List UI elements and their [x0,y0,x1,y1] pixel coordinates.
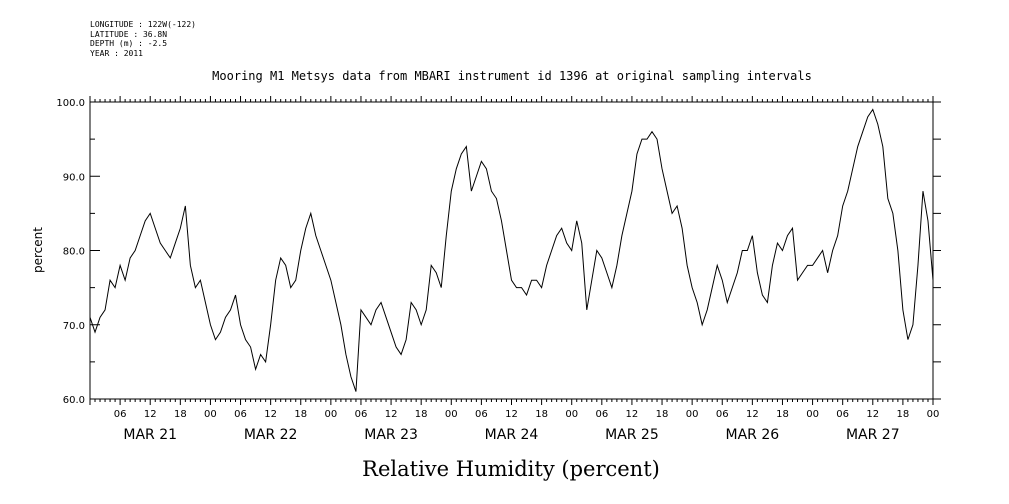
metadata-block: LONGITUDE : 122W(-122) LATITUDE : 36.8N … [90,20,196,58]
x-tick-label: 06 [836,409,849,420]
x-tick-label: 12 [866,409,879,420]
x-tick-label: 12 [144,409,157,420]
x-tick-label: 00 [806,409,819,420]
x-tick-label: 06 [234,409,247,420]
y-tick-label: 60.0 [63,395,85,406]
x-day-label: MAR 24 [485,427,539,443]
x-tick-label: 18 [656,409,669,420]
x-tick-label: 18 [776,409,789,420]
depth-text: DEPTH (m) : -2.5 [90,39,168,48]
x-tick-label: 12 [746,409,759,420]
x-day-label: MAR 21 [123,427,177,443]
y-tick-label: 80.0 [63,247,85,258]
year-text: YEAR : 2011 [90,48,143,58]
x-day-label: MAR 26 [726,427,780,443]
x-tick-label: 00 [324,409,337,420]
x-tick-label: 12 [385,409,398,420]
x-tick-label: 06 [595,409,608,420]
chart-title: Mooring M1 Metsys data from MBARI instru… [212,69,812,83]
x-tick-label: 12 [264,409,277,420]
x-tick-label: 18 [174,409,187,420]
x-tick-label: 18 [897,409,910,420]
x-day-label: MAR 22 [244,427,298,443]
x-tick-label: 00 [204,409,217,420]
x-tick-label: 00 [686,409,699,420]
chart-caption: Relative Humidity (percent) [362,457,660,481]
x-tick-label: 18 [535,409,548,420]
x-tick-label: 00 [565,409,578,420]
x-tick-label: 00 [445,409,458,420]
x-tick-label: 12 [505,409,518,420]
x-day-label: MAR 25 [605,427,659,443]
x-tick-label: 18 [415,409,428,420]
x-tick-label: 06 [475,409,488,420]
y-tick-label: 70.0 [63,321,85,332]
x-tick-label: 00 [927,409,940,420]
y-tick-label: 100.0 [56,98,85,109]
x-tick-label: 06 [355,409,368,420]
x-tick-label: 06 [114,409,127,420]
x-day-label: MAR 23 [364,427,418,443]
longitude-text: LONGITUDE : 122W(-122) [90,20,196,29]
x-tick-label: 12 [626,409,639,420]
x-tick-label: 18 [294,409,307,420]
y-tick-label: 90.0 [63,172,85,183]
latitude-text: LATITUDE : 36.8N [90,29,168,39]
humidity-series-line [89,108,934,392]
plot-frame [89,101,934,400]
x-day-label: MAR 27 [846,427,900,443]
x-tick-label: 06 [716,409,729,420]
y-axis-label: percent [31,227,45,273]
